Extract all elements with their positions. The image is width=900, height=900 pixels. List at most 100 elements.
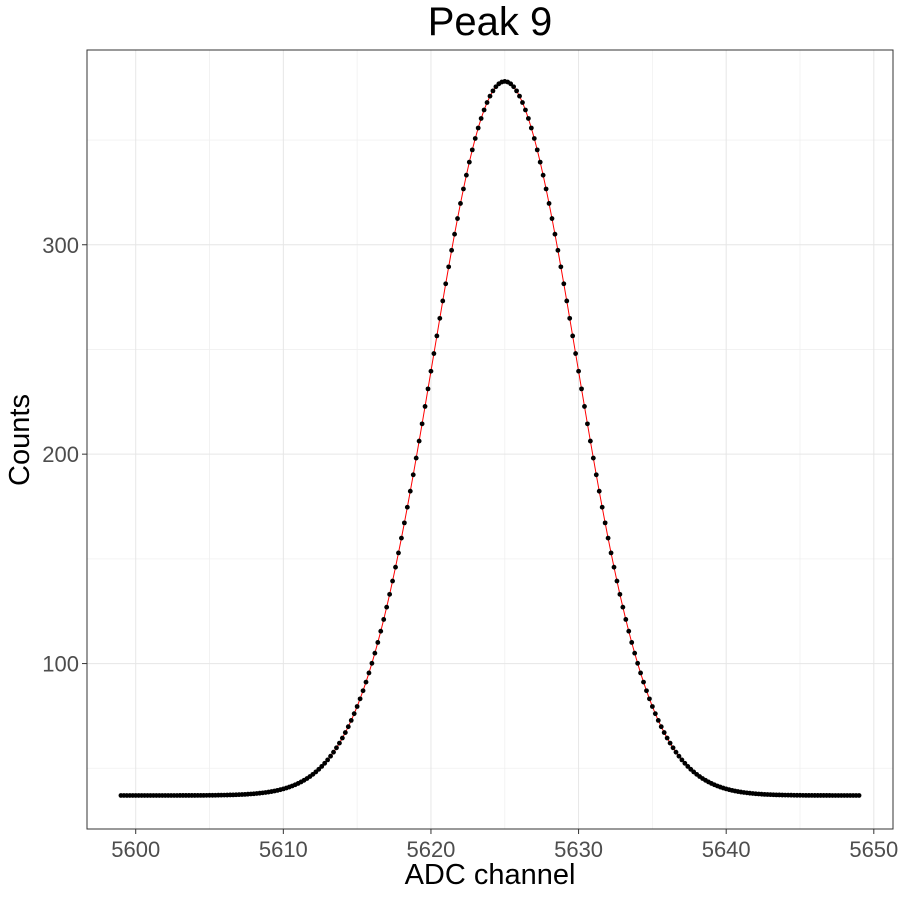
data-point <box>399 535 404 541</box>
data-point <box>632 650 638 656</box>
data-point <box>514 88 519 94</box>
data-point <box>437 315 443 321</box>
data-point <box>638 670 643 676</box>
data-point <box>360 688 366 694</box>
data-point <box>611 564 617 570</box>
data-point <box>446 264 452 270</box>
data-point <box>608 550 614 556</box>
data-point <box>469 147 475 153</box>
data-point <box>517 93 522 99</box>
x-axis-label: ADC channel <box>405 859 576 891</box>
data-point <box>458 201 463 206</box>
data-point <box>487 93 493 99</box>
data-point <box>452 231 457 237</box>
data-point <box>387 591 393 597</box>
data-point <box>658 724 664 730</box>
data-point <box>528 125 534 131</box>
data-point <box>319 764 325 769</box>
data-point <box>561 281 567 287</box>
data-point <box>428 368 434 374</box>
data-point <box>357 696 363 702</box>
data-point <box>404 504 410 510</box>
data-point <box>422 404 428 409</box>
data-point <box>576 368 581 374</box>
data-point <box>419 421 425 427</box>
data-point <box>652 711 658 717</box>
data-point <box>573 351 579 356</box>
data-point <box>375 640 381 645</box>
data-point <box>440 298 446 304</box>
data-point <box>587 438 593 444</box>
data-point <box>443 281 449 287</box>
data-point <box>564 298 570 304</box>
data-point <box>626 628 632 634</box>
data-point <box>366 670 372 676</box>
data-point <box>410 472 416 478</box>
x-tick-label: 5600 <box>111 837 160 862</box>
data-point <box>590 455 596 461</box>
data-point <box>334 745 339 751</box>
data-point <box>523 107 528 113</box>
data-point <box>348 718 354 723</box>
data-point <box>620 604 626 610</box>
data-point <box>543 186 549 192</box>
data-point <box>339 735 345 741</box>
data-point <box>484 100 490 105</box>
data-point <box>434 333 440 339</box>
data-point <box>629 640 635 645</box>
data-point <box>520 100 525 105</box>
data-point <box>354 704 360 709</box>
data-point <box>614 578 620 584</box>
data-point <box>413 455 419 461</box>
data-point <box>316 766 322 772</box>
data-point <box>537 159 543 165</box>
data-point <box>328 753 333 759</box>
data-point <box>540 172 546 178</box>
data-point <box>602 520 608 526</box>
data-point <box>661 730 667 735</box>
x-tick-label: 5630 <box>554 837 603 862</box>
data-point <box>363 679 369 685</box>
data-point <box>490 88 496 94</box>
data-point <box>372 650 378 656</box>
data-point <box>599 504 605 510</box>
data-point <box>673 749 679 755</box>
grid-layer <box>87 50 893 829</box>
data-point <box>531 136 537 141</box>
data-point <box>381 617 387 622</box>
data-point <box>401 520 407 526</box>
data-point <box>345 724 351 730</box>
data-point <box>393 564 398 570</box>
y-tick-label: 200 <box>42 442 79 467</box>
data-point <box>596 488 602 494</box>
data-point <box>472 136 478 141</box>
data-point <box>676 753 682 759</box>
data-point <box>351 711 357 717</box>
data-point <box>461 186 466 192</box>
data-point <box>525 116 531 121</box>
data-point <box>455 216 460 221</box>
fit-layer <box>120 80 860 796</box>
data-point <box>570 333 576 339</box>
data-point <box>582 404 587 409</box>
data-point <box>378 628 384 634</box>
data-point <box>670 745 676 751</box>
x-axis-ticks: 5600 5610 5620 5630 5640 5650 <box>111 829 898 862</box>
data-point <box>552 231 558 237</box>
data-point <box>623 617 629 622</box>
chart-title: Peak 9 <box>428 0 553 44</box>
data-point <box>493 84 499 90</box>
data-point <box>549 216 555 221</box>
data-point <box>508 81 514 87</box>
data-point <box>664 735 670 741</box>
data-point <box>649 704 655 709</box>
data-point <box>685 764 691 769</box>
y-axis-ticks: 100 200 300 <box>42 233 87 677</box>
y-tick-label: 100 <box>42 652 79 677</box>
data-point <box>579 386 584 392</box>
x-tick-label: 5650 <box>849 837 898 862</box>
data-point <box>585 421 590 427</box>
fit-line <box>120 80 860 796</box>
data-point <box>644 688 649 694</box>
